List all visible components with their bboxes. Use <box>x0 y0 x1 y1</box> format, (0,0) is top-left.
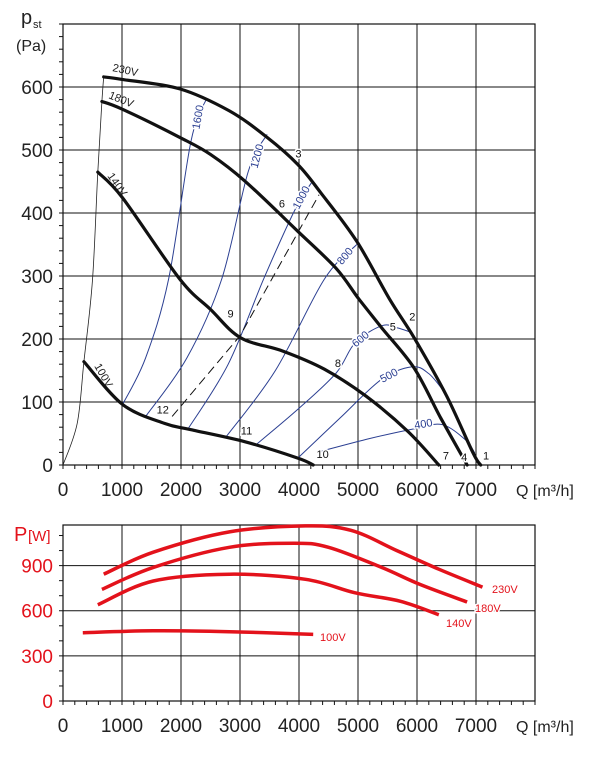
x-tick-label: 2000 <box>160 480 202 501</box>
power-series-label-100V: 100V <box>320 632 346 644</box>
power-series-label-180V: 180V <box>475 603 501 615</box>
x-tick-label: 1000 <box>101 480 143 501</box>
y-axis-label: p <box>21 7 32 29</box>
x-axis-label: Q [m³/h] <box>516 483 574 500</box>
y-tick-label: 0 <box>42 456 53 477</box>
y-tick-label: 100 <box>21 393 53 414</box>
y-tick-label: 0 <box>42 692 53 713</box>
y-axis-label: P <box>14 524 27 546</box>
x-tick-label: 5000 <box>337 716 379 737</box>
y-axis-unit: (Pa) <box>16 38 46 55</box>
pressure-curve-180V <box>100 99 469 467</box>
power-curve-180V <box>101 541 468 604</box>
operating-point-label-3: 3 <box>295 148 301 160</box>
x-tick-label: 4000 <box>278 716 320 737</box>
rpm-line-800 <box>224 244 358 439</box>
x-tick-label: 6000 <box>396 480 438 501</box>
operating-point-label-4: 4 <box>461 452 467 464</box>
power-chart: 0 300 600 900 0 1000 2000 3000 4000 5000 6000 7000 Q… <box>14 524 574 737</box>
x-tick-label: 0 <box>58 480 69 501</box>
operating-point-label-1: 1 <box>483 451 489 463</box>
operating-point-label-2: 2 <box>409 311 415 323</box>
y-tick-label: 600 <box>21 602 53 623</box>
operating-point-label-6: 6 <box>279 199 285 211</box>
y-tick-label: 600 <box>21 78 53 99</box>
y-tick-label: 300 <box>21 647 53 668</box>
system-curve <box>62 76 105 466</box>
power-curve-100V <box>82 629 314 637</box>
rpm-line-1200 <box>145 134 268 417</box>
y-tick-label: 900 <box>21 557 53 578</box>
pressure-curve-100V <box>82 360 315 467</box>
x-tick-label: 5000 <box>337 480 379 501</box>
x-tick-label: 3000 <box>219 480 261 501</box>
rpm-label-1600: 1600 <box>191 104 207 130</box>
pressure-curve-230V <box>102 75 483 467</box>
x-tick-label: 4000 <box>278 480 320 501</box>
rpm-label-1200: 1200 <box>249 143 267 170</box>
x-tick-label: 2000 <box>160 716 202 737</box>
series-label-140V: 140V <box>105 171 130 199</box>
x-tick-label: 6000 <box>396 716 438 737</box>
x-tick-label: 3000 <box>219 716 261 737</box>
pressure-curve-140V <box>96 170 441 467</box>
y-axis-unit: [W] <box>28 528 51 545</box>
operating-point-label-8: 8 <box>335 358 341 370</box>
x-axis-label: Q [m³/h] <box>516 719 574 736</box>
rpm-line-600 <box>255 324 413 446</box>
power-curve-230V <box>102 524 484 589</box>
rpm-line-1000 <box>187 182 312 430</box>
rpm-label-400: 400 <box>413 417 433 432</box>
x-tick-label: 1000 <box>101 716 143 737</box>
operating-point-label-10: 10 <box>316 449 328 461</box>
rpm-line-500 <box>297 366 443 459</box>
rpm-line-1600 <box>122 98 207 405</box>
operating-point-label-5: 5 <box>390 322 396 334</box>
dashed-line <box>171 194 320 417</box>
operating-point-label-9: 9 <box>227 308 233 320</box>
y-tick-label: 200 <box>21 330 53 351</box>
y-tick-label: 400 <box>21 204 53 225</box>
rpm-label-1000: 1000 <box>291 184 313 211</box>
power-series-label-230V: 230V <box>492 584 518 596</box>
y-tick-label: 300 <box>21 267 53 288</box>
power-curve-140V <box>97 572 440 617</box>
operating-point-label-12: 12 <box>157 405 169 417</box>
y-tick-label: 500 <box>21 141 53 162</box>
operating-point-label-11: 11 <box>241 426 252 438</box>
series-label-230V: 230V <box>111 62 139 79</box>
power-series-label-140V: 140V <box>446 618 472 630</box>
rpm-label-500: 500 <box>378 366 400 385</box>
rpm-label-800: 800 <box>335 246 356 268</box>
operating-point-label-7: 7 <box>443 451 449 463</box>
y-axis-label-subscript: st <box>33 19 42 31</box>
x-tick-label: 7000 <box>455 716 497 737</box>
x-tick-label: 7000 <box>455 480 497 501</box>
x-tick-label: 0 <box>58 716 69 737</box>
